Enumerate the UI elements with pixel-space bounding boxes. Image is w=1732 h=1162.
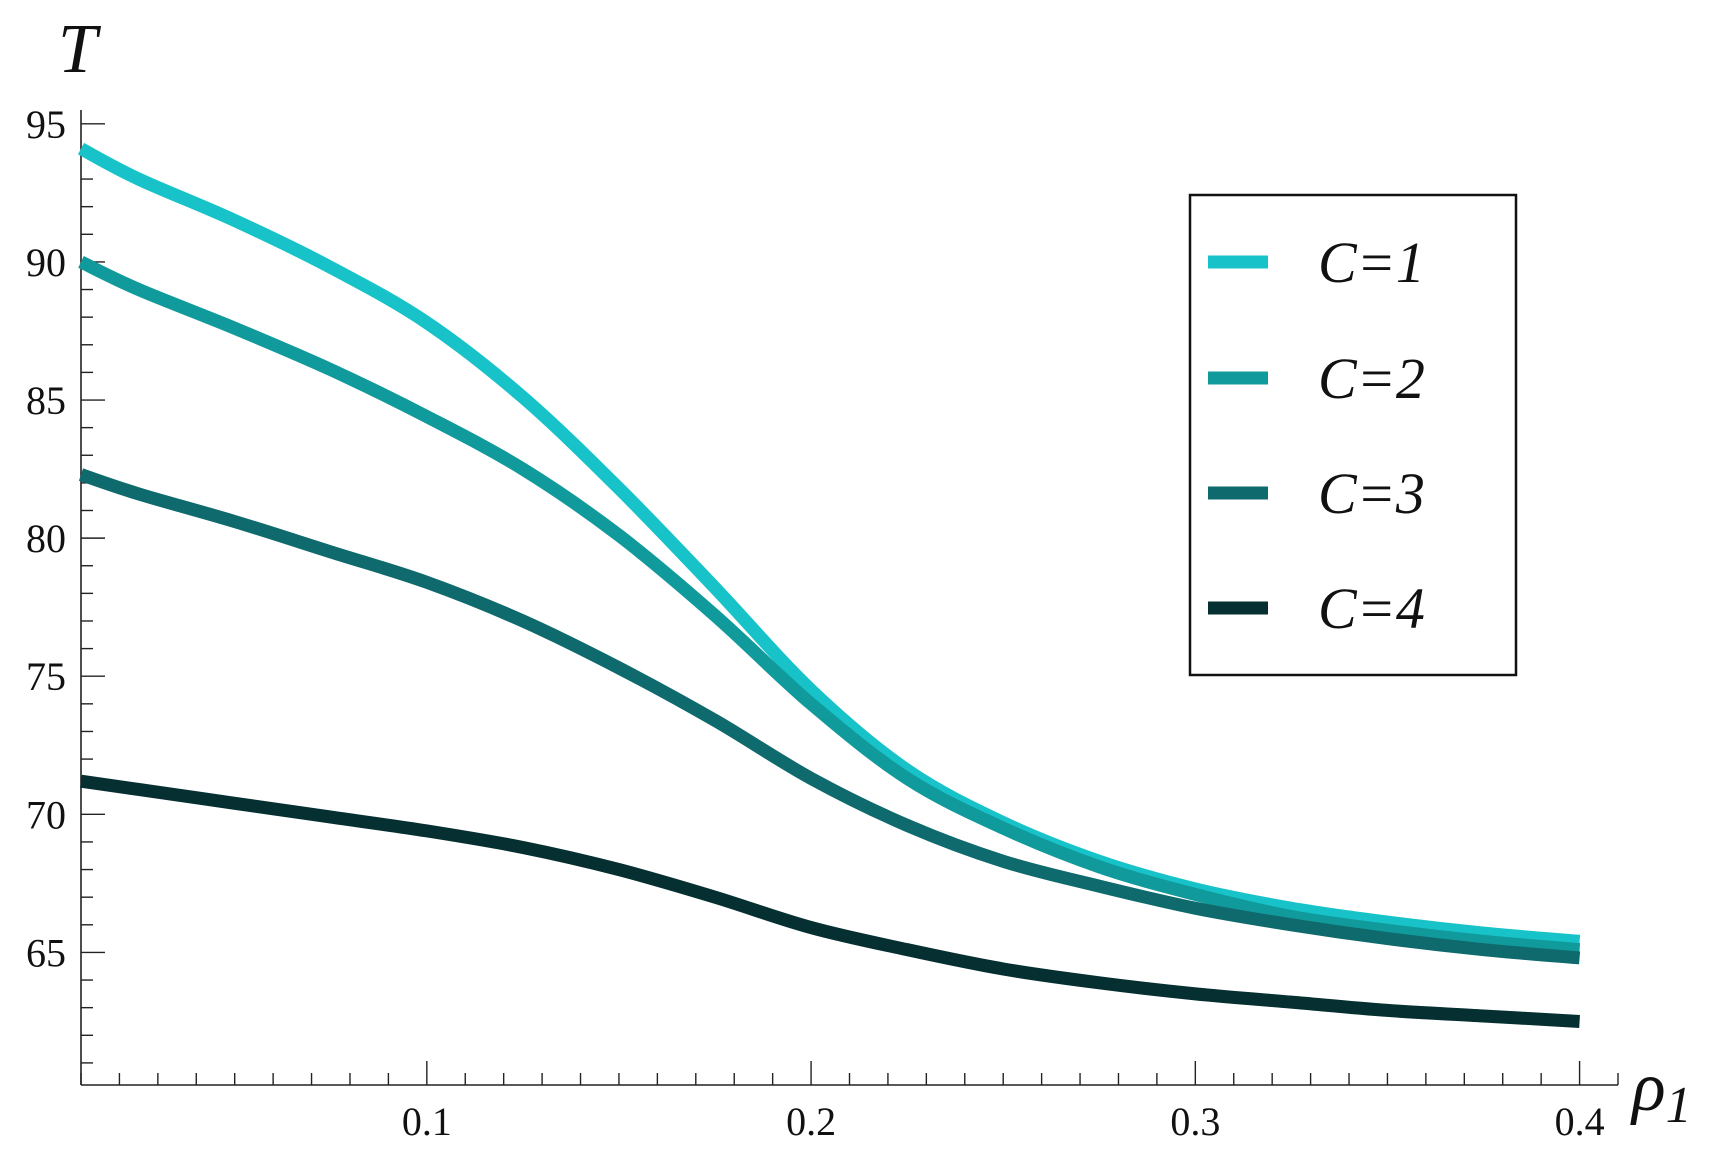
series-line-c3 xyxy=(78,468,1581,965)
x-tick-label: 0.4 xyxy=(1555,1099,1605,1144)
legend-label-c1: C=1 xyxy=(1318,230,1425,295)
legend-box xyxy=(1188,193,1518,677)
y-tick-label: 90 xyxy=(26,240,66,285)
series-line-c2 xyxy=(78,256,1581,957)
series-group xyxy=(77,142,1581,1028)
legend-label-c3: C=3 xyxy=(1318,461,1425,526)
y-tick-label: 65 xyxy=(26,930,66,975)
y-axis-label: T xyxy=(58,11,102,88)
y-tick-label: 70 xyxy=(26,792,66,837)
y-tick-label: 85 xyxy=(26,378,66,423)
x-axis-label: ρ1 xyxy=(1630,1049,1692,1134)
x-tick-label: 0.3 xyxy=(1170,1099,1220,1144)
series-line-c1 xyxy=(77,142,1581,948)
series-line-c4 xyxy=(80,774,1580,1028)
legend: C=1 C=2 C=3 C=4 xyxy=(1188,193,1518,677)
y-tick-label: 80 xyxy=(26,516,66,561)
axes: 0.1 0.2 0.3 0.4 65 70 75 80 85 90 95 Tρ1 xyxy=(26,11,1692,1144)
x-tick-label: 0.2 xyxy=(786,1099,836,1144)
legend-label-c2: C=2 xyxy=(1318,346,1425,411)
y-tick-label: 75 xyxy=(26,654,66,699)
x-tick-label: 0.1 xyxy=(402,1099,452,1144)
legend-label-c4: C=4 xyxy=(1318,576,1425,641)
y-tick-label: 95 xyxy=(26,102,66,147)
